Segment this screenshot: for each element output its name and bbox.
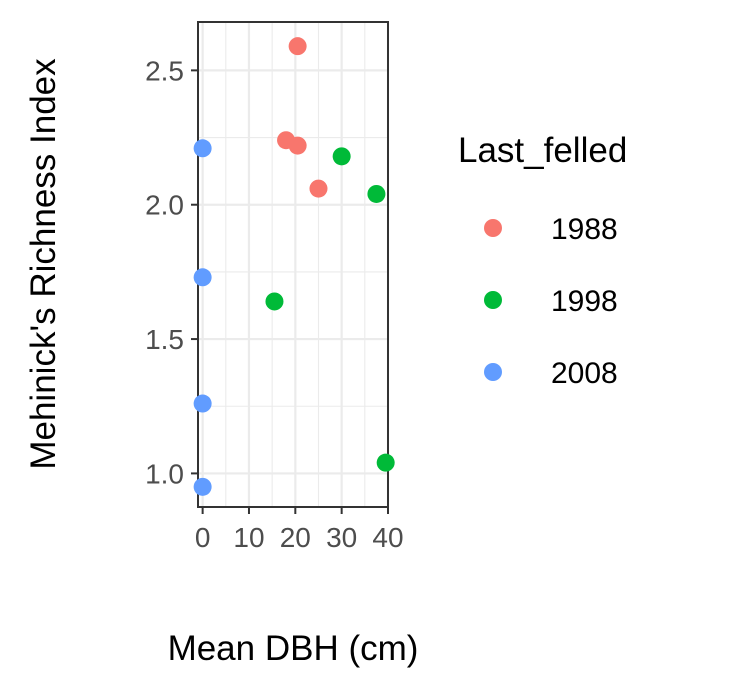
legend-label-2008: 2008 <box>551 357 618 390</box>
legend-key-1988 <box>484 219 502 237</box>
data-point-1988 <box>288 136 307 155</box>
y-tick-label: 2.0 <box>145 190 184 221</box>
y-axis-title: Mehinick's Richness Index <box>24 58 63 470</box>
axes: 0 10 20 30 40 1.0 1.5 2.0 2.5 <box>145 55 404 553</box>
x-tick-label: 40 <box>372 522 403 553</box>
data-point-1998 <box>367 184 386 203</box>
x-tick-label: 20 <box>280 522 311 553</box>
data-point-1998 <box>265 292 284 311</box>
x-axis-title: Mean DBH (cm) <box>168 629 419 668</box>
panel-border <box>197 21 389 508</box>
x-tick-label: 0 <box>195 522 211 553</box>
data-point-1988 <box>288 37 307 56</box>
grid <box>198 22 390 507</box>
legend-label-1998: 1998 <box>551 285 618 318</box>
data-points <box>193 37 395 496</box>
data-point-2008 <box>193 268 212 287</box>
legend-label-1988: 1988 <box>551 213 618 246</box>
y-tick-label: 1.0 <box>145 458 184 489</box>
legend: Last_felled 1988 1998 2008 <box>458 131 627 390</box>
legend-title: Last_felled <box>458 131 627 170</box>
data-point-2008 <box>193 394 212 413</box>
data-point-1998 <box>332 147 351 166</box>
x-tick-label: 10 <box>233 522 264 553</box>
legend-key-2008 <box>484 363 502 381</box>
legend-key-1998 <box>484 291 502 309</box>
data-point-2008 <box>193 139 212 158</box>
y-tick-label: 1.5 <box>145 324 184 355</box>
x-tick-label: 30 <box>326 522 357 553</box>
panel-frame <box>197 21 389 508</box>
data-point-2008 <box>193 477 212 496</box>
data-point-1988 <box>309 179 328 198</box>
y-tick-label: 2.5 <box>145 55 184 86</box>
data-point-1998 <box>376 453 395 472</box>
